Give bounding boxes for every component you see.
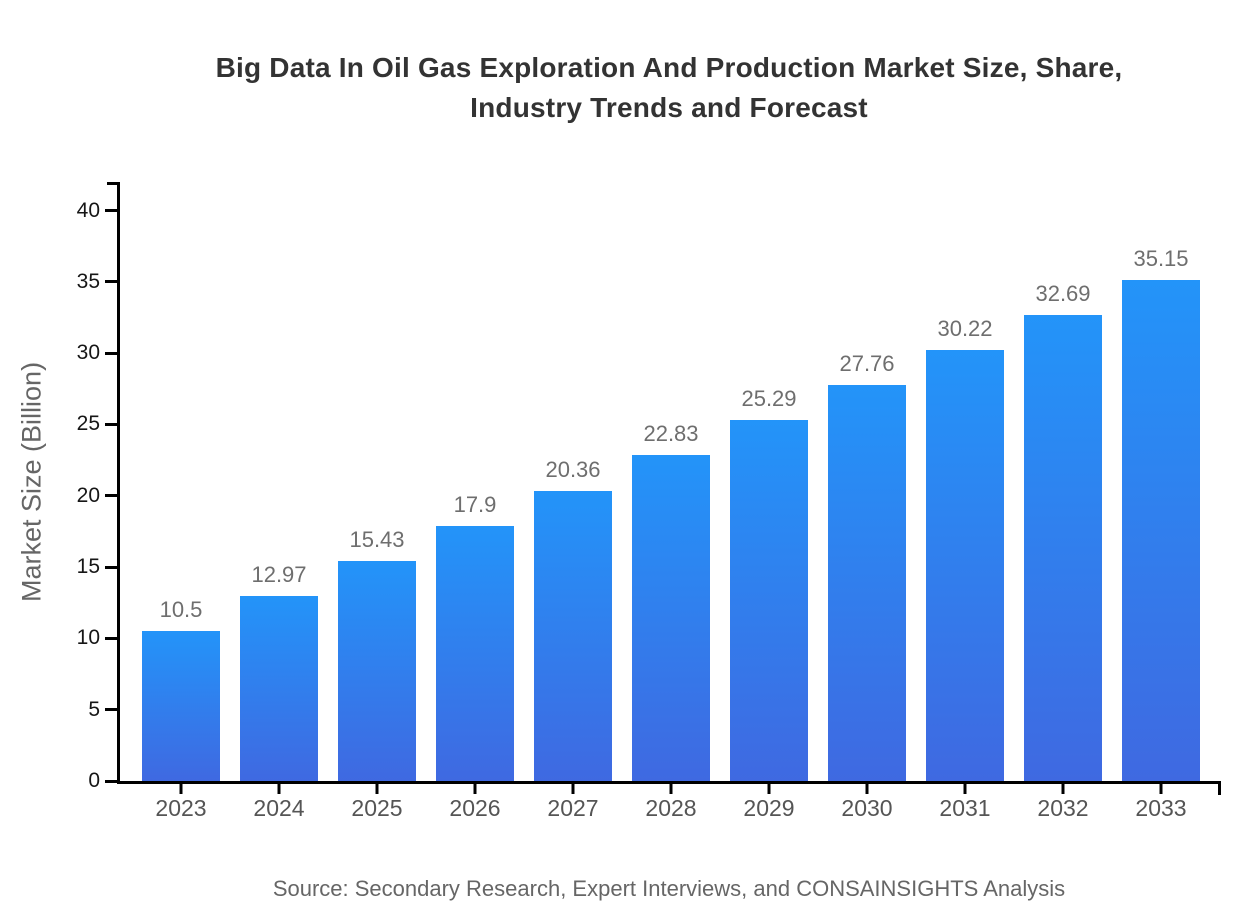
bar: [828, 385, 906, 781]
bar: [632, 455, 710, 781]
bar-slot: 15.43 2025: [328, 182, 426, 821]
bar-value-label: 20.36: [545, 456, 601, 482]
x-tick-label: 2023: [155, 795, 207, 821]
x-axis-line: [117, 781, 1221, 784]
bar-value-label: 35.15: [1133, 245, 1189, 271]
x-tick-mark: [571, 781, 575, 794]
y-tick-label: 0: [88, 769, 100, 792]
y-axis-ticks: 0 5 10 15 20 25 30 35 40: [77, 182, 1221, 792]
x-tick-label: 2029: [743, 795, 795, 821]
x-tick-label: 2024: [253, 795, 305, 821]
y-tick-mark: [105, 209, 117, 213]
x-tick-mark: [1159, 781, 1163, 794]
bar-slot: 27.76 2030: [818, 182, 916, 821]
bar-value-label: 25.29: [741, 386, 797, 412]
bar-slot: 35.15 2033: [1112, 182, 1210, 821]
bar-value-label: 30.22: [937, 316, 993, 342]
bar-slot: 17.9 2026: [426, 182, 524, 821]
bar: [534, 490, 612, 781]
y-tick-label: 10: [76, 626, 100, 650]
x-tick-mark: [375, 781, 379, 794]
plot-area: 0 5 10 15 20 25 30 35 40 10.5 2023 12.97 2024 15.43 2…: [77, 182, 1221, 821]
bar-slot: 20.36 2027: [524, 182, 622, 821]
x-tick-label: 2031: [939, 795, 991, 821]
source-note: Source: Secondary Research, Expert Inter…: [272, 876, 1066, 901]
x-tick-mark: [767, 781, 771, 794]
chart-title-line1: Big Data In Oil Gas Exploration And Prod…: [215, 52, 1123, 83]
bar-slot: 12.97 2024: [230, 182, 328, 821]
y-axis-end-cap: [107, 182, 120, 185]
bar-slot: 22.83 2028: [622, 182, 720, 821]
chart-title-line2: Industry Trends and Forecast: [470, 92, 868, 123]
x-tick-label: 2026: [449, 795, 501, 821]
y-axis-title: Market Size (Billion): [16, 361, 47, 602]
bar: [142, 631, 220, 781]
y-tick-mark: [105, 779, 117, 783]
bar: [338, 560, 416, 781]
y-tick-label: 25: [76, 412, 100, 436]
bar-value-label: 32.69: [1035, 280, 1091, 306]
x-tick-label: 2027: [547, 795, 599, 821]
bar: [926, 350, 1004, 781]
x-tick-mark: [669, 781, 673, 794]
y-tick-mark: [105, 351, 117, 355]
x-axis-end-cap: [1218, 784, 1221, 795]
y-tick-label: 35: [76, 269, 100, 293]
bar-slot: 25.29 2029: [720, 182, 818, 821]
x-tick-label: 2032: [1037, 795, 1089, 821]
bar-slot: 32.69 2032: [1014, 182, 1112, 821]
bar-slot: 30.22 2031: [916, 182, 1014, 821]
y-tick-label: 15: [76, 555, 100, 579]
y-axis-line: [117, 182, 120, 784]
bar-value-label: 12.97: [251, 562, 307, 588]
y-tick-mark: [105, 636, 117, 640]
y-tick-label: 20: [76, 483, 100, 507]
y-tick-mark: [105, 422, 117, 426]
bar-value-label: 17.9: [453, 491, 497, 517]
y-tick-label: 30: [76, 341, 100, 365]
y-tick-mark: [105, 494, 117, 498]
x-tick-label: 2033: [1135, 795, 1187, 821]
y-tick-mark: [105, 708, 117, 712]
y-tick-label: 5: [88, 697, 100, 721]
bar-value-label: 15.43: [349, 526, 405, 552]
x-tick-label: 2030: [841, 795, 893, 821]
bar-slot: 10.5 2023: [132, 182, 230, 821]
y-tick-label: 40: [76, 198, 100, 222]
x-tick-label: 2028: [645, 795, 697, 821]
bar-value-label: 22.83: [643, 421, 699, 447]
x-tick-mark: [1061, 781, 1065, 794]
bars-container: 10.5 2023 12.97 2024 15.43 2025 17.9 2026 20.36 2…: [132, 182, 1210, 821]
y-tick-mark: [105, 280, 117, 284]
x-tick-mark: [963, 781, 967, 794]
bar-value-label: 27.76: [839, 351, 895, 377]
bar: [1122, 279, 1200, 781]
bar-value-label: 10.5: [159, 597, 203, 623]
bar: [436, 525, 514, 781]
bar: [1024, 314, 1102, 781]
bar: [730, 420, 808, 781]
x-tick-mark: [277, 781, 281, 794]
bar: [240, 596, 318, 781]
x-tick-mark: [179, 781, 183, 794]
y-tick-mark: [105, 565, 117, 569]
x-tick-mark: [865, 781, 869, 794]
x-tick-label: 2025: [351, 795, 403, 821]
x-tick-mark: [473, 781, 477, 794]
chart-title: Big Data In Oil Gas Exploration And Prod…: [117, 48, 1221, 128]
